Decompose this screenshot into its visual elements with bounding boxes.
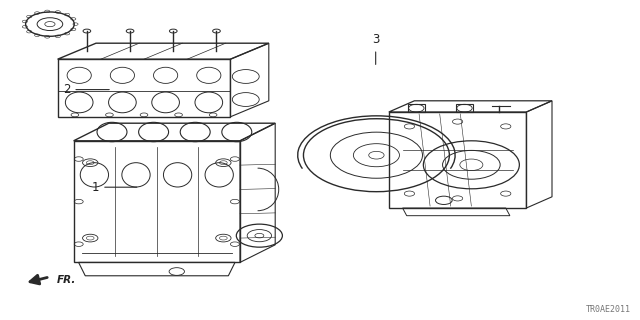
Text: 2: 2 (63, 83, 109, 96)
Text: 3: 3 (372, 33, 380, 64)
Text: TR0AE2011: TR0AE2011 (586, 305, 630, 314)
Text: FR.: FR. (56, 275, 76, 285)
Text: 1: 1 (92, 181, 137, 194)
